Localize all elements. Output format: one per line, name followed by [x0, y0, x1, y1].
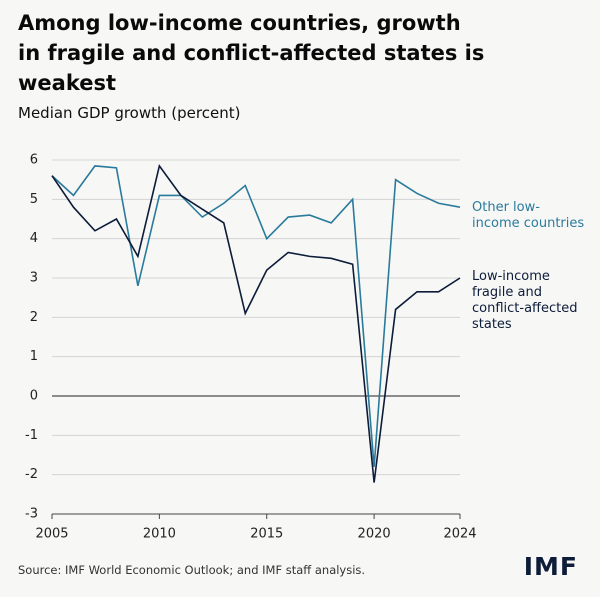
x-tick-label: 2024 — [443, 527, 476, 542]
y-tick-label: -1 — [25, 428, 38, 443]
y-tick-label: 3 — [30, 271, 38, 286]
y-tick-label: 1 — [30, 349, 38, 364]
series-label: Low-income fragile and conflict-affected… — [472, 269, 578, 332]
chart-title: Among low-income countries, growth in fr… — [18, 11, 485, 95]
x-tick-label: 2005 — [35, 527, 68, 542]
y-tick-label: 2 — [30, 310, 38, 325]
series-label: Other low-income countries — [472, 200, 585, 231]
logo: IMF — [523, 552, 578, 581]
source-note: Source: IMF World Economic Outlook; and … — [18, 563, 366, 577]
y-tick-label: 6 — [30, 153, 38, 168]
x-tick-label: 2010 — [143, 527, 176, 542]
x-tick-label: 2020 — [358, 527, 391, 542]
chart-subtitle: Median GDP growth (percent) — [18, 104, 241, 122]
y-tick-label: -3 — [25, 507, 38, 522]
y-tick-label: 0 — [30, 389, 38, 404]
series-line — [51, 165, 461, 467]
y-tick-label: -2 — [25, 467, 38, 482]
y-tick-label: 4 — [30, 231, 38, 246]
y-tick-label: 5 — [30, 192, 38, 207]
series-line — [51, 164, 461, 483]
x-tick-label: 2015 — [250, 527, 283, 542]
